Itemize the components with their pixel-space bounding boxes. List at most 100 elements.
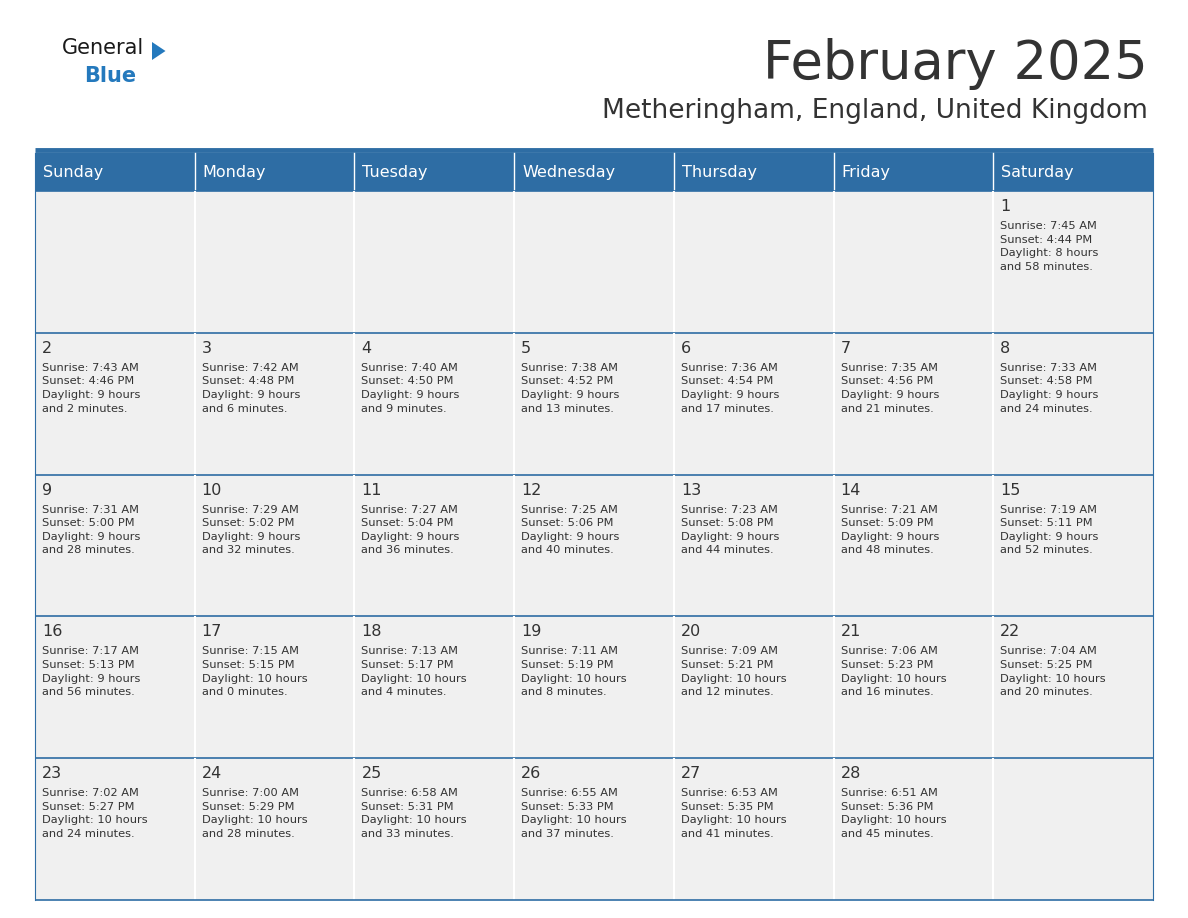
Bar — [514, 758, 674, 900]
Bar — [993, 616, 1154, 758]
Text: 10: 10 — [202, 483, 222, 498]
Text: Sunrise: 7:27 AM
Sunset: 5:04 PM
Daylight: 9 hours
and 36 minutes.: Sunrise: 7:27 AM Sunset: 5:04 PM Dayligh… — [361, 505, 460, 555]
Text: 9: 9 — [42, 483, 52, 498]
Text: Sunrise: 7:13 AM
Sunset: 5:17 PM
Daylight: 10 hours
and 4 minutes.: Sunrise: 7:13 AM Sunset: 5:17 PM Dayligh… — [361, 646, 467, 697]
Bar — [514, 153, 674, 191]
Text: 11: 11 — [361, 483, 381, 498]
Text: Sunrise: 6:58 AM
Sunset: 5:31 PM
Daylight: 10 hours
and 33 minutes.: Sunrise: 6:58 AM Sunset: 5:31 PM Dayligh… — [361, 789, 467, 839]
Bar — [514, 333, 674, 475]
Bar — [195, 333, 354, 475]
Text: Sunrise: 7:45 AM
Sunset: 4:44 PM
Daylight: 8 hours
and 58 minutes.: Sunrise: 7:45 AM Sunset: 4:44 PM Dayligh… — [1000, 221, 1099, 272]
Text: 24: 24 — [202, 767, 222, 781]
Bar — [354, 758, 514, 900]
Text: Wednesday: Wednesday — [523, 164, 615, 180]
Text: 2: 2 — [42, 341, 52, 356]
Text: 18: 18 — [361, 624, 381, 640]
Bar — [674, 333, 834, 475]
Bar — [354, 191, 514, 333]
Bar — [354, 475, 514, 616]
Text: Sunrise: 7:25 AM
Sunset: 5:06 PM
Daylight: 9 hours
and 40 minutes.: Sunrise: 7:25 AM Sunset: 5:06 PM Dayligh… — [522, 505, 619, 555]
Text: 3: 3 — [202, 341, 211, 356]
Text: Sunrise: 7:11 AM
Sunset: 5:19 PM
Daylight: 10 hours
and 8 minutes.: Sunrise: 7:11 AM Sunset: 5:19 PM Dayligh… — [522, 646, 627, 697]
Text: Sunrise: 7:33 AM
Sunset: 4:58 PM
Daylight: 9 hours
and 24 minutes.: Sunrise: 7:33 AM Sunset: 4:58 PM Dayligh… — [1000, 363, 1099, 414]
Text: Sunrise: 7:36 AM
Sunset: 4:54 PM
Daylight: 9 hours
and 17 minutes.: Sunrise: 7:36 AM Sunset: 4:54 PM Dayligh… — [681, 363, 779, 414]
Bar — [195, 758, 354, 900]
Text: Sunrise: 7:09 AM
Sunset: 5:21 PM
Daylight: 10 hours
and 12 minutes.: Sunrise: 7:09 AM Sunset: 5:21 PM Dayligh… — [681, 646, 786, 697]
Text: 23: 23 — [42, 767, 62, 781]
Bar — [993, 333, 1154, 475]
Bar — [834, 616, 993, 758]
Bar — [354, 616, 514, 758]
Text: Sunrise: 7:31 AM
Sunset: 5:00 PM
Daylight: 9 hours
and 28 minutes.: Sunrise: 7:31 AM Sunset: 5:00 PM Dayligh… — [42, 505, 140, 555]
Text: 1: 1 — [1000, 199, 1011, 214]
Text: Sunrise: 7:15 AM
Sunset: 5:15 PM
Daylight: 10 hours
and 0 minutes.: Sunrise: 7:15 AM Sunset: 5:15 PM Dayligh… — [202, 646, 308, 697]
Bar — [834, 333, 993, 475]
Text: Sunrise: 7:38 AM
Sunset: 4:52 PM
Daylight: 9 hours
and 13 minutes.: Sunrise: 7:38 AM Sunset: 4:52 PM Dayligh… — [522, 363, 619, 414]
Text: 6: 6 — [681, 341, 691, 356]
Text: 20: 20 — [681, 624, 701, 640]
Text: Blue: Blue — [84, 66, 137, 86]
Text: Sunrise: 6:53 AM
Sunset: 5:35 PM
Daylight: 10 hours
and 41 minutes.: Sunrise: 6:53 AM Sunset: 5:35 PM Dayligh… — [681, 789, 786, 839]
Text: Sunrise: 7:21 AM
Sunset: 5:09 PM
Daylight: 9 hours
and 48 minutes.: Sunrise: 7:21 AM Sunset: 5:09 PM Dayligh… — [841, 505, 939, 555]
Bar — [34, 333, 195, 475]
Text: 15: 15 — [1000, 483, 1020, 498]
Text: 14: 14 — [841, 483, 861, 498]
Bar — [195, 616, 354, 758]
Bar — [674, 616, 834, 758]
Text: Monday: Monday — [203, 164, 266, 180]
Text: Sunday: Sunday — [43, 164, 103, 180]
Text: 7: 7 — [841, 341, 851, 356]
Bar — [834, 475, 993, 616]
Text: Sunrise: 7:04 AM
Sunset: 5:25 PM
Daylight: 10 hours
and 20 minutes.: Sunrise: 7:04 AM Sunset: 5:25 PM Dayligh… — [1000, 646, 1106, 697]
Text: 22: 22 — [1000, 624, 1020, 640]
Text: 8: 8 — [1000, 341, 1011, 356]
Text: Sunrise: 7:23 AM
Sunset: 5:08 PM
Daylight: 9 hours
and 44 minutes.: Sunrise: 7:23 AM Sunset: 5:08 PM Dayligh… — [681, 505, 779, 555]
Text: Sunrise: 7:02 AM
Sunset: 5:27 PM
Daylight: 10 hours
and 24 minutes.: Sunrise: 7:02 AM Sunset: 5:27 PM Dayligh… — [42, 789, 147, 839]
Bar — [514, 616, 674, 758]
Bar — [993, 758, 1154, 900]
Text: Metheringham, England, United Kingdom: Metheringham, England, United Kingdom — [602, 98, 1148, 124]
Text: Sunrise: 7:06 AM
Sunset: 5:23 PM
Daylight: 10 hours
and 16 minutes.: Sunrise: 7:06 AM Sunset: 5:23 PM Dayligh… — [841, 646, 946, 697]
Bar — [834, 758, 993, 900]
Text: 16: 16 — [42, 624, 63, 640]
Text: Sunrise: 7:40 AM
Sunset: 4:50 PM
Daylight: 9 hours
and 9 minutes.: Sunrise: 7:40 AM Sunset: 4:50 PM Dayligh… — [361, 363, 460, 414]
Text: 12: 12 — [522, 483, 542, 498]
Bar — [674, 191, 834, 333]
Bar — [34, 153, 195, 191]
Text: 21: 21 — [841, 624, 861, 640]
Bar — [514, 191, 674, 333]
Bar — [993, 153, 1154, 191]
Text: Tuesday: Tuesday — [362, 164, 428, 180]
Text: 26: 26 — [522, 767, 542, 781]
Text: 17: 17 — [202, 624, 222, 640]
Bar — [993, 475, 1154, 616]
Bar — [195, 475, 354, 616]
Text: Sunrise: 7:29 AM
Sunset: 5:02 PM
Daylight: 9 hours
and 32 minutes.: Sunrise: 7:29 AM Sunset: 5:02 PM Dayligh… — [202, 505, 301, 555]
Polygon shape — [152, 42, 165, 60]
Text: Sunrise: 6:55 AM
Sunset: 5:33 PM
Daylight: 10 hours
and 37 minutes.: Sunrise: 6:55 AM Sunset: 5:33 PM Dayligh… — [522, 789, 627, 839]
Bar — [34, 191, 195, 333]
Text: Sunrise: 6:51 AM
Sunset: 5:36 PM
Daylight: 10 hours
and 45 minutes.: Sunrise: 6:51 AM Sunset: 5:36 PM Dayligh… — [841, 789, 946, 839]
Text: 27: 27 — [681, 767, 701, 781]
Text: Friday: Friday — [841, 164, 891, 180]
Bar — [674, 758, 834, 900]
Bar — [34, 616, 195, 758]
Text: 25: 25 — [361, 767, 381, 781]
Text: Thursday: Thursday — [682, 164, 757, 180]
Text: Sunrise: 7:43 AM
Sunset: 4:46 PM
Daylight: 9 hours
and 2 minutes.: Sunrise: 7:43 AM Sunset: 4:46 PM Dayligh… — [42, 363, 140, 414]
Bar — [195, 191, 354, 333]
Text: 13: 13 — [681, 483, 701, 498]
Text: Sunrise: 7:35 AM
Sunset: 4:56 PM
Daylight: 9 hours
and 21 minutes.: Sunrise: 7:35 AM Sunset: 4:56 PM Dayligh… — [841, 363, 939, 414]
Bar — [354, 333, 514, 475]
Text: 28: 28 — [841, 767, 861, 781]
Text: Sunrise: 7:00 AM
Sunset: 5:29 PM
Daylight: 10 hours
and 28 minutes.: Sunrise: 7:00 AM Sunset: 5:29 PM Dayligh… — [202, 789, 308, 839]
Bar — [674, 153, 834, 191]
Bar — [195, 153, 354, 191]
Bar — [354, 153, 514, 191]
Text: 5: 5 — [522, 341, 531, 356]
Bar — [514, 475, 674, 616]
Text: Sunrise: 7:42 AM
Sunset: 4:48 PM
Daylight: 9 hours
and 6 minutes.: Sunrise: 7:42 AM Sunset: 4:48 PM Dayligh… — [202, 363, 301, 414]
Bar — [993, 191, 1154, 333]
Bar — [34, 475, 195, 616]
Bar — [834, 153, 993, 191]
